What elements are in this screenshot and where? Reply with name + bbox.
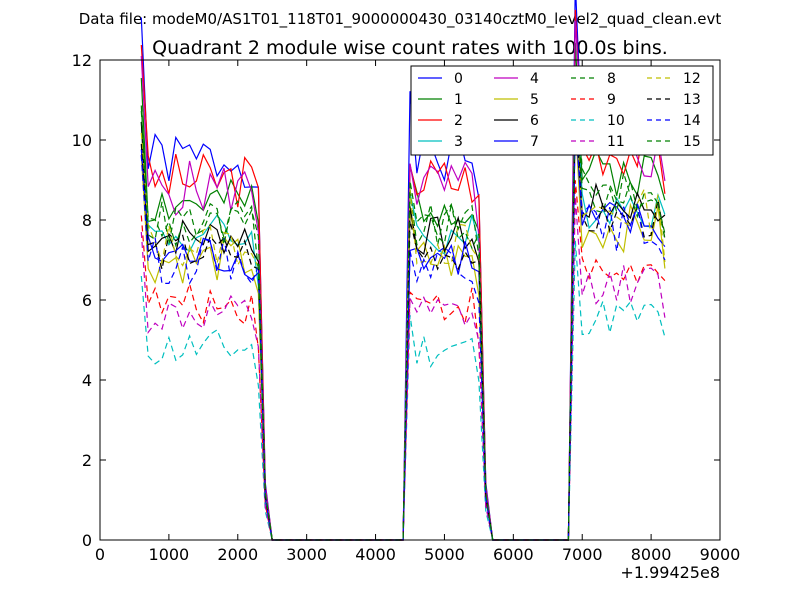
x-tick-label: 9000 [700,545,741,564]
chart-suptitle: Data file: modeM0/AS1T01_118T01_90000004… [79,10,722,29]
y-tick-label: 4 [82,371,92,390]
legend-label-11: 11 [607,134,625,150]
x-tick-label: 6000 [493,545,534,564]
legend-label-10: 10 [607,113,625,129]
legend-label-1: 1 [454,92,463,108]
legend-label-4: 4 [530,71,539,87]
x-tick-label: 7000 [562,545,603,564]
y-tick-label: 0 [82,531,92,550]
legend-box [410,65,714,156]
x-tick-label: 3000 [286,545,327,564]
x-offset-label: +1.99425e8 [620,563,720,582]
series-line-10 [140,240,666,541]
legend-label-5: 5 [530,92,539,108]
legend-label-9: 9 [607,92,616,108]
chart-title: Quadrant 2 module wise count rates with … [152,37,668,59]
y-tick-label: 2 [82,451,92,470]
axis-ticks: 0 1000 2000 3000 4000 5000 6000 7000 8000 9000 0 2 4… [72,51,741,564]
x-tick-label: 0 [95,545,105,564]
series-line-9 [140,180,666,541]
x-tick-label: 1000 [149,545,190,564]
series-line-12 [140,97,666,541]
x-tick-label: 4000 [355,545,396,564]
x-tick-label: 8000 [631,545,672,564]
legend-label-6: 6 [530,113,539,129]
x-tick-label: 2000 [217,545,258,564]
y-tick-label: 10 [72,131,92,150]
y-tick-label: 8 [82,211,92,230]
y-tick-label: 6 [82,291,92,310]
legend-label-13: 13 [683,92,701,108]
series-line-11 [140,196,666,541]
x-tick-label: 5000 [424,545,465,564]
legend-label-2: 2 [454,113,463,129]
legend-label-8: 8 [607,71,616,87]
y-tick-label: 12 [72,51,92,70]
legend-label-7: 7 [530,134,539,150]
legend-label-0: 0 [454,71,463,87]
legend-label-3: 3 [454,134,463,150]
legend-label-12: 12 [683,71,701,87]
legend-label-15: 15 [683,134,701,150]
legend-label-14: 14 [683,113,701,129]
